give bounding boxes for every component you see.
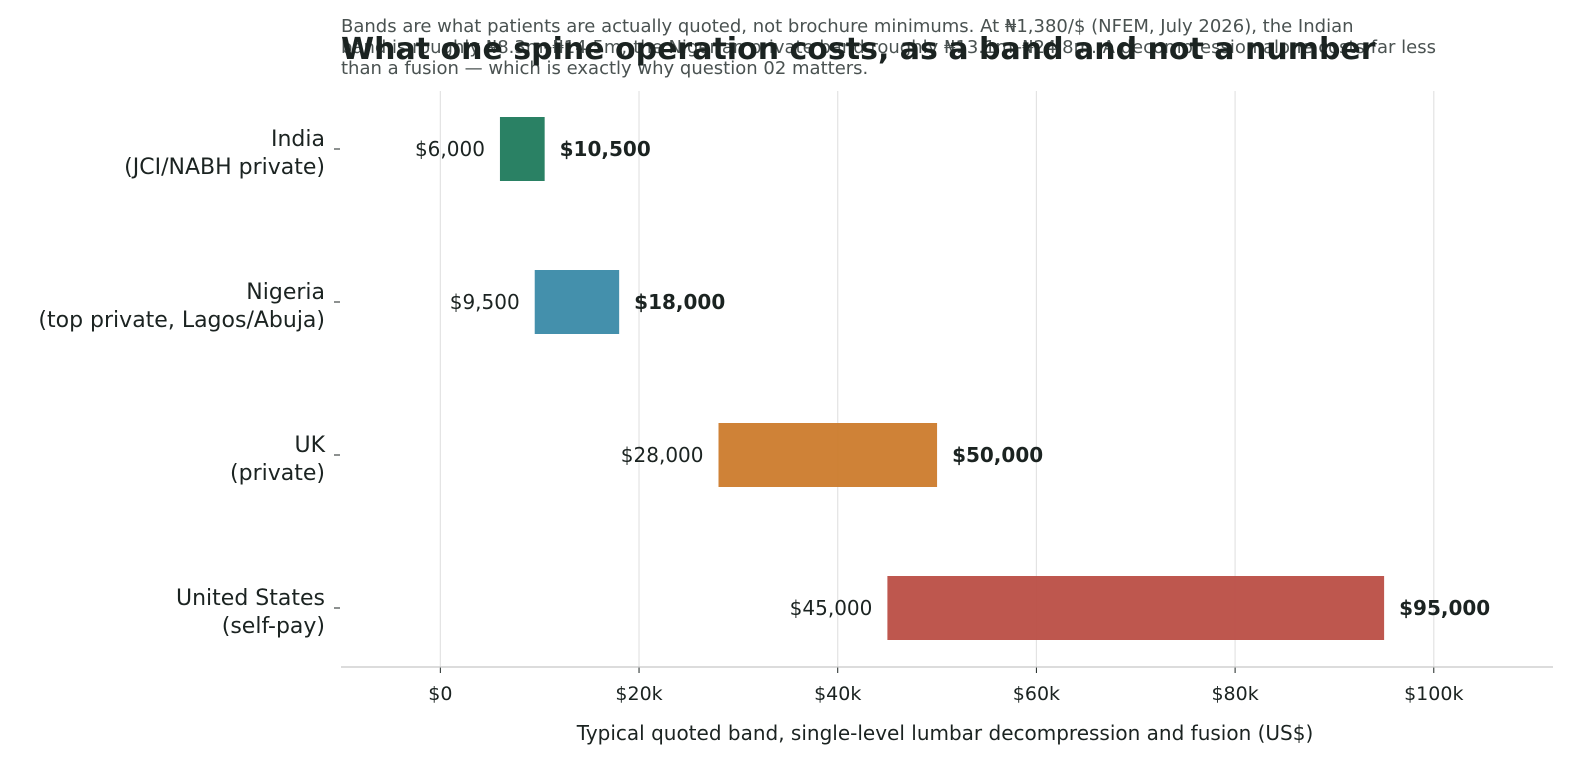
category-label-line: Nigeria bbox=[246, 280, 325, 305]
bar-high-label: $10,500 bbox=[560, 137, 651, 161]
category-label-line: UK bbox=[294, 433, 325, 458]
grid-lines bbox=[439, 91, 1435, 667]
category-label: India (JCI/NABH private) bbox=[124, 127, 325, 180]
bar-low-label: $28,000 bbox=[621, 443, 704, 467]
chart-title: What one spine operation costs, as a ban… bbox=[341, 32, 1376, 67]
category-label-line: United States bbox=[176, 586, 325, 611]
bar-high-label: $50,000 bbox=[952, 443, 1043, 467]
titles: Bands are what patients are actually quo… bbox=[341, 16, 1436, 745]
bar-low-label: $9,500 bbox=[450, 290, 520, 314]
x-tick-label: $60k bbox=[1013, 683, 1060, 705]
subtitle-line: than a fusion — which is exactly why que… bbox=[341, 58, 868, 79]
bar-low-label: $45,000 bbox=[790, 596, 873, 620]
bar-low-label: $6,000 bbox=[415, 137, 485, 161]
x-tick-label: $100k bbox=[1404, 683, 1463, 705]
category-label: United States (self-pay) bbox=[176, 586, 325, 639]
range-bar bbox=[718, 423, 938, 487]
axes: $0 $20k $40k $60k $80k $100k India (JCI/NABH pr… bbox=[38, 127, 1553, 705]
x-tick-label: $40k bbox=[814, 683, 861, 705]
bars bbox=[499, 117, 1385, 640]
x-axis-title: Typical quoted band, single-level lumbar… bbox=[576, 721, 1314, 745]
range-bar bbox=[534, 270, 620, 334]
category-label-line: (top private, Lagos/Abuja) bbox=[38, 308, 325, 333]
category-label-line: India bbox=[271, 127, 325, 152]
bar-labels: $6,000 $10,500 $9,500 $18,000 $28,000 $50,000… bbox=[415, 137, 1490, 620]
category-label: Nigeria (top private, Lagos/Abuja) bbox=[38, 280, 325, 333]
range-bar bbox=[887, 576, 1385, 640]
bar-high-label: $95,000 bbox=[1399, 596, 1490, 620]
category-label-line: (self-pay) bbox=[222, 614, 325, 639]
bar-high-label: $18,000 bbox=[634, 290, 725, 314]
subtitle-line: Bands are what patients are actually quo… bbox=[341, 16, 1354, 37]
range-bar bbox=[499, 117, 545, 181]
x-tick-label: $80k bbox=[1211, 683, 1258, 705]
category-label-line: (JCI/NABH private) bbox=[124, 155, 325, 180]
subtitle-line: band is roughly ₦8.3m–₦14.5m; the Nigeri… bbox=[341, 37, 1436, 58]
category-label: UK (private) bbox=[230, 433, 326, 486]
x-tick-label: $0 bbox=[428, 683, 452, 705]
x-tick-label: $20k bbox=[615, 683, 662, 705]
chart-subtitle: Bands are what patients are actually quo… bbox=[341, 16, 1436, 79]
category-label-line: (private) bbox=[230, 461, 325, 486]
